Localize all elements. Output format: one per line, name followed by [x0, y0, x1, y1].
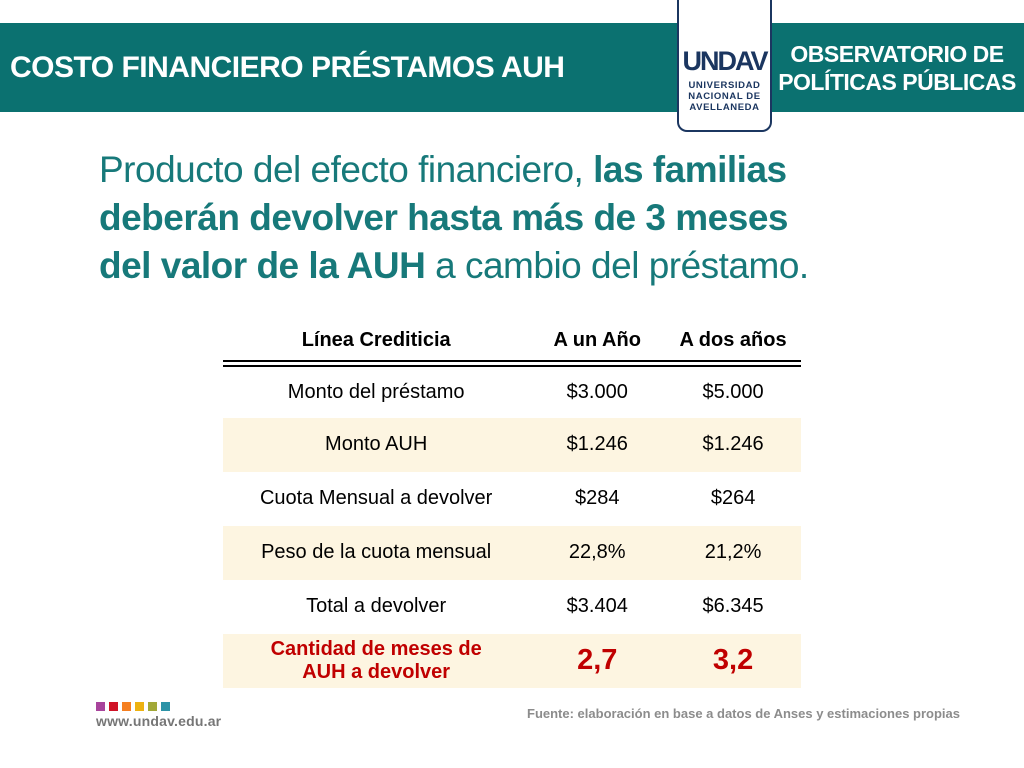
row-label: Peso de la cuota mensual: [261, 541, 492, 563]
color-dot: [96, 702, 105, 711]
table-row: Peso de la cuota mensual 22,8% 21,2%: [223, 525, 801, 580]
row-value-year2: $1.246: [702, 433, 764, 455]
row-label: Cantidad de meses de AUH a devolver: [223, 634, 529, 688]
source-note: Fuente: elaboración en base a datos de A…: [527, 706, 960, 721]
row-value-year1: $1.246: [566, 433, 628, 455]
undav-logo-card: UNDAV UNIVERSIDAD NACIONAL DE AVELLANEDA: [677, 0, 772, 132]
row-value-year2: $5.000: [702, 380, 764, 403]
color-dot: [148, 702, 157, 711]
row-value-year1: $3.000: [566, 380, 628, 403]
row-label: Monto AUH: [325, 433, 428, 455]
column-header-linea-crediticia: Línea Crediticia: [223, 320, 530, 367]
row-value-year1: $284: [574, 487, 620, 509]
headline-line-2: deberán devolver hasta más de 3 meses: [99, 194, 959, 242]
undav-logo-subtext-line2: NACIONAL DE: [688, 91, 761, 102]
header-band: COSTO FINANCIERO PRÉSTAMOS AUH OBSERVATO…: [0, 23, 1024, 112]
column-header-a-dos-anios: A dos años: [665, 320, 801, 367]
table-row: Monto del préstamo $3.000 $5.000: [223, 363, 801, 418]
undav-logo-subtext-line1: UNIVERSIDAD: [688, 80, 761, 91]
headline-text: a cambio del préstamo.: [425, 245, 809, 286]
table-header-row: Línea Crediticia A un Año A dos años: [223, 320, 801, 367]
headline-text-bold: del valor de la AUH: [99, 245, 426, 286]
color-dot: [122, 702, 131, 711]
row-value-year2: 21,2%: [704, 541, 762, 563]
table-row-highlight: Cantidad de meses de AUH a devolver 2,7 …: [223, 633, 801, 688]
headline: Producto del efecto financiero, las fami…: [99, 146, 959, 290]
website-url: www.undav.edu.ar: [96, 713, 222, 729]
page-title: COSTO FINANCIERO PRÉSTAMOS AUH: [10, 50, 565, 84]
headline-line-3: del valor de la AUH a cambio del préstam…: [99, 242, 959, 290]
headline-line-1: Producto del efecto financiero, las fami…: [99, 146, 959, 194]
color-dot: [135, 702, 144, 711]
headline-text-bold: deberán devolver hasta más de 3 meses: [99, 197, 788, 238]
row-label: Monto del préstamo: [287, 380, 465, 403]
table-row: Cuota Mensual a devolver $284 $264: [223, 471, 801, 526]
column-header-a-un-anio: A un Año: [529, 320, 666, 367]
row-label: Cuota Mensual a devolver: [259, 487, 493, 509]
observatory-line2: POLÍTICAS PÚBLICAS: [778, 68, 1016, 95]
undav-logo-subtext: UNIVERSIDAD NACIONAL DE AVELLANEDA: [679, 80, 770, 113]
row-value-year1: 22,8%: [568, 541, 626, 563]
row-label: Total a devolver: [306, 595, 447, 617]
row-value-year2: $6.345: [702, 595, 764, 617]
table-row: Total a devolver $3.404 $6.345: [223, 579, 801, 634]
headline-text-bold: las familias: [593, 149, 787, 190]
row-label-line2: AUH a devolver: [302, 660, 451, 683]
footer-dots: [96, 702, 170, 711]
row-label-line1: Cantidad de meses de: [270, 637, 482, 660]
observatory-title: OBSERVATORIO DE POLÍTICAS PÚBLICAS: [772, 40, 1022, 96]
undav-logo-wordmark: UNDAV: [682, 46, 769, 76]
color-dot: [109, 702, 118, 711]
table-row: Monto AUH $1.246 $1.246: [223, 417, 801, 472]
row-value-year2: 3,2: [712, 644, 754, 676]
row-value-year2: $264: [710, 487, 756, 509]
row-value-year1: 2,7: [577, 644, 618, 676]
undav-logo-subtext-line3: AVELLANEDA: [689, 102, 760, 113]
credit-table: Línea Crediticia A un Año A dos años Mon…: [223, 320, 801, 688]
headline-text: Producto del efecto financiero,: [99, 149, 594, 190]
color-dot: [161, 702, 170, 711]
observatory-line1: OBSERVATORIO DE: [790, 40, 1004, 67]
row-value-year1: $3.404: [566, 595, 628, 617]
